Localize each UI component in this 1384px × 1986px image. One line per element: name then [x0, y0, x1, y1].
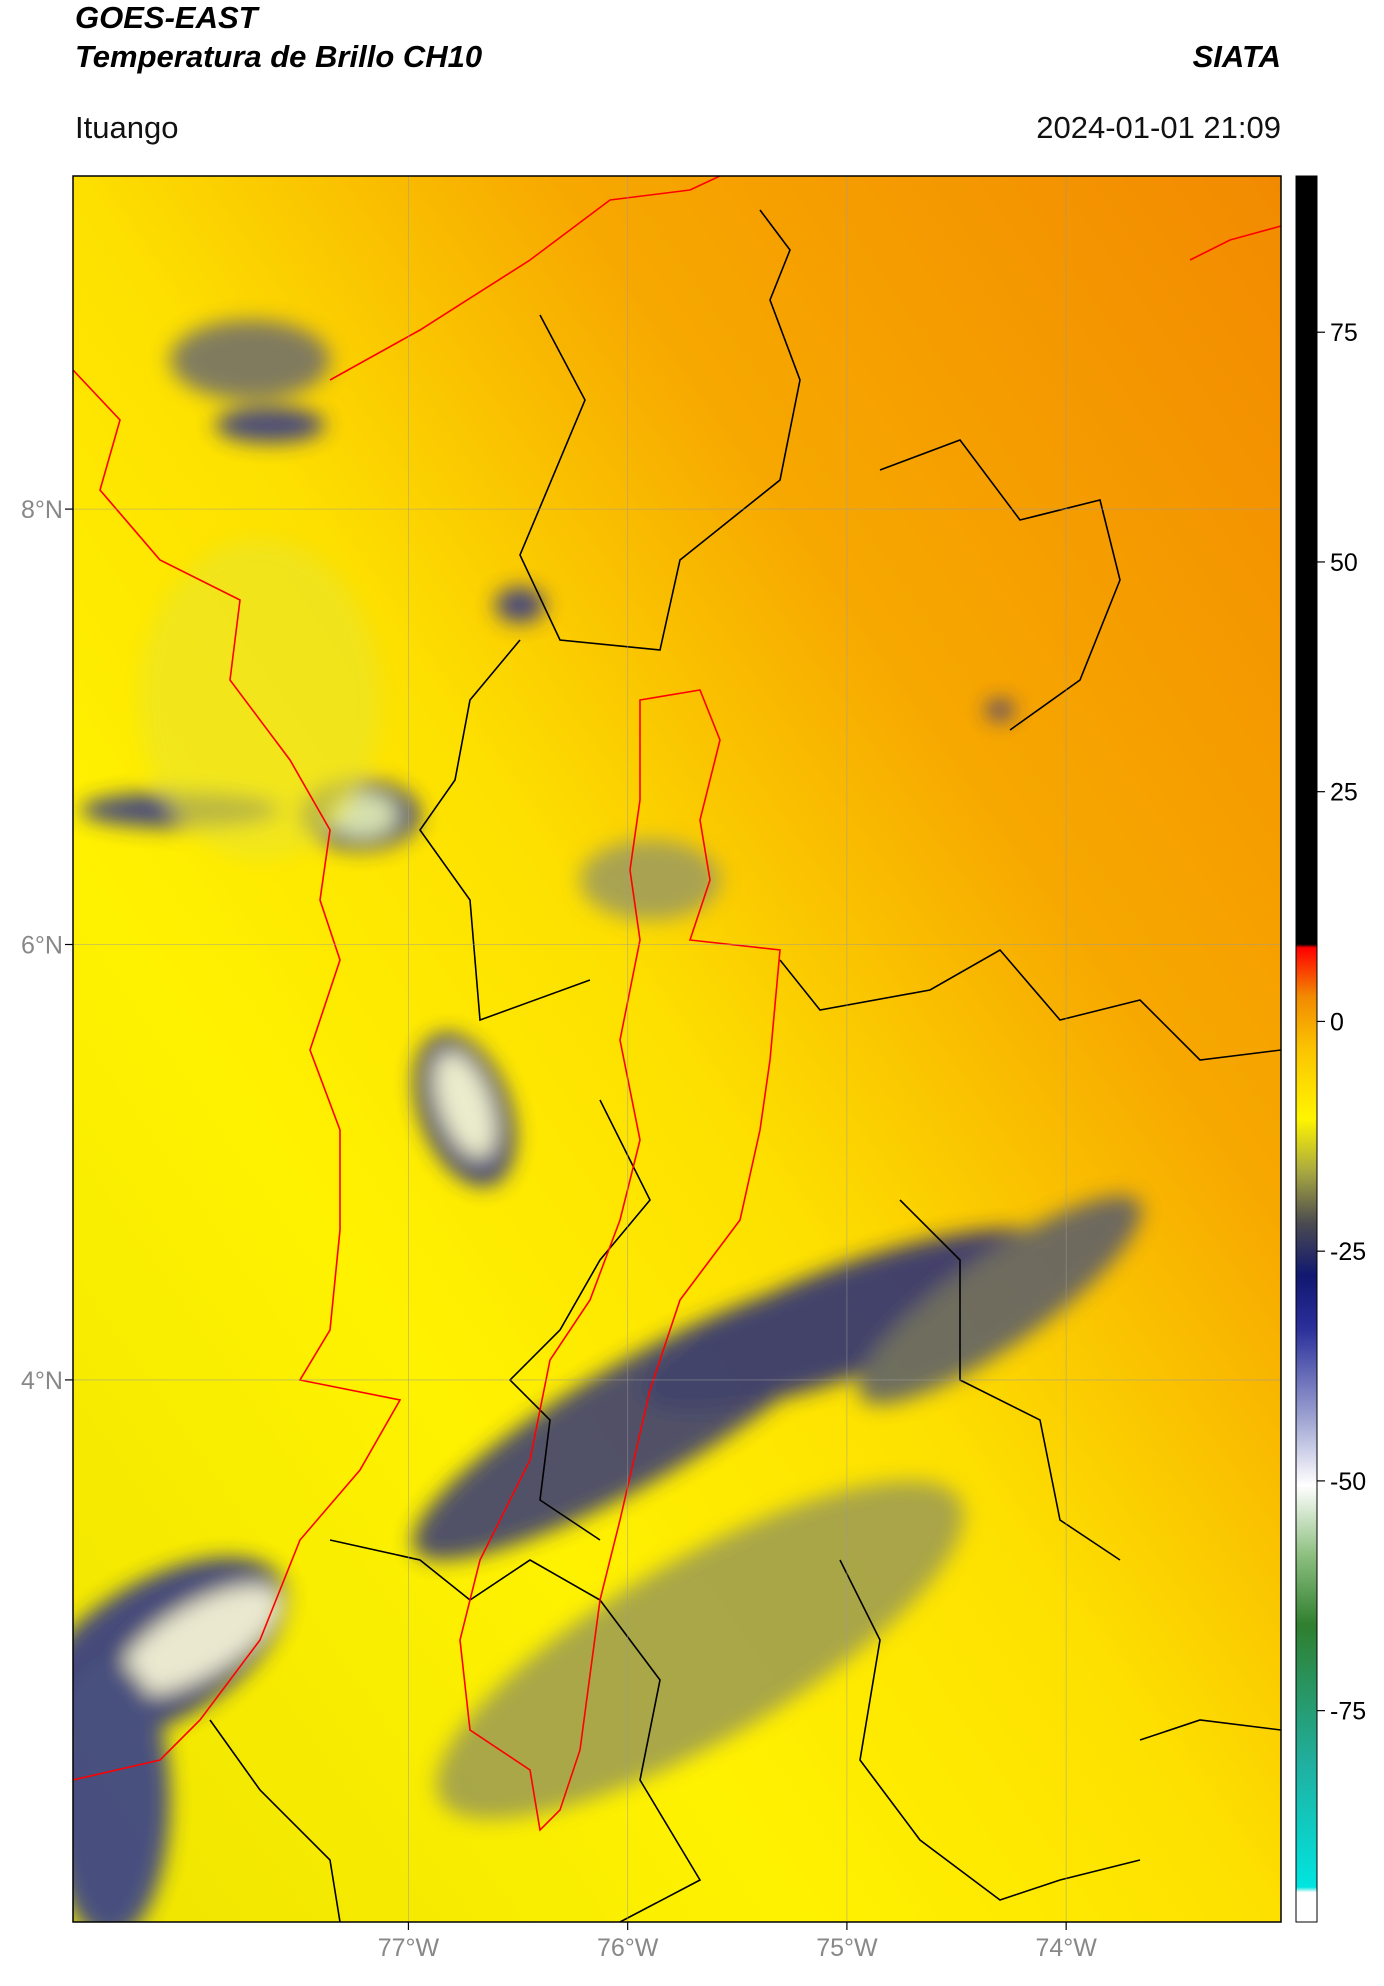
colorbar — [1295, 175, 1318, 1923]
x-tick-label: 76°W — [597, 1934, 659, 1962]
subtitle: Temperatura de Brillo CH10 — [75, 39, 482, 74]
y-tick-label: 4°N — [21, 1367, 63, 1395]
colorbar-tick-label: 25 — [1330, 779, 1358, 807]
y-tick-label: 8°N — [21, 496, 63, 524]
region: Ituango — [75, 110, 178, 145]
colorbar-tick-label: 0 — [1330, 1008, 1344, 1036]
y-tick-label: 6°N — [21, 932, 63, 960]
title: GOES-EAST — [75, 0, 261, 35]
datetime: 2024-01-01 21:09 — [1036, 110, 1281, 145]
organization: SIATA — [1193, 39, 1281, 74]
map-frame — [72, 175, 1282, 1923]
colorbar-tick-label: 50 — [1330, 549, 1358, 577]
map-image — [73, 176, 1281, 1922]
x-tick-label: 75°W — [816, 1934, 878, 1962]
colorbar-tick-label: 75 — [1330, 319, 1358, 347]
x-tick-label: 74°W — [1035, 1934, 1097, 1962]
colorbar-tick-label: -75 — [1330, 1698, 1366, 1726]
colorbar-tick-label: -50 — [1330, 1468, 1366, 1496]
x-tick-label: 77°W — [378, 1934, 440, 1962]
colorbar-tick-label: -25 — [1330, 1238, 1366, 1266]
